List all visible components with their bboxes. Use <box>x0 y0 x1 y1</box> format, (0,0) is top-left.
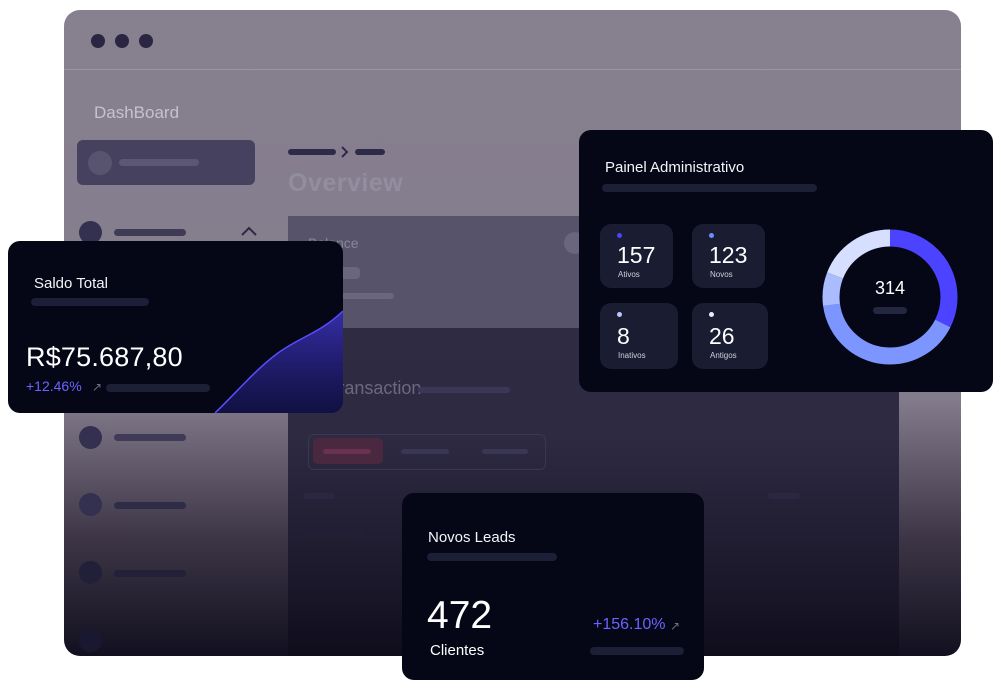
chevron-up-icon[interactable] <box>241 226 257 236</box>
tab-bar <box>308 434 546 470</box>
sidebar-item-icon[interactable] <box>79 426 102 449</box>
saldo-amount: R$75.687,80 <box>26 342 183 372</box>
window-dot-icon <box>115 34 129 48</box>
stat-value: 8 <box>617 323 630 349</box>
avatar <box>88 151 112 175</box>
sidebar-item-placeholder <box>114 434 186 441</box>
page-title: Overview <box>288 169 404 197</box>
sidebar-item-icon[interactable] <box>79 221 102 244</box>
window-dot-icon <box>139 34 153 48</box>
card-subtitle-placeholder <box>427 553 557 561</box>
saldo-total-card[interactable]: Saldo Total R$75.687,80 +12.46% ↗ <box>8 241 343 413</box>
window-dot-icon <box>91 34 105 48</box>
sidebar-item-placeholder <box>119 159 199 166</box>
stat-antigos[interactable]: 26 Antigos <box>692 303 768 369</box>
sidebar-item-icon[interactable] <box>79 493 102 516</box>
stat-value: 157 <box>617 242 656 268</box>
status-dot <box>709 312 714 317</box>
saldo-placeholder <box>106 384 210 392</box>
dashboard-title: DashBoard <box>94 103 180 122</box>
leads-unit: Clientes <box>430 642 485 659</box>
donut-total: 314 <box>874 278 906 298</box>
status-dot <box>617 233 622 238</box>
chevron-right-icon <box>341 146 349 158</box>
arrow-up-right-icon: ↗ <box>92 380 103 394</box>
leads-count: 472 <box>427 594 493 637</box>
leads-placeholder <box>590 647 684 655</box>
donut-segment <box>822 229 958 365</box>
table-row-placeholder <box>303 530 367 536</box>
arrow-up-right-icon: ↗ <box>670 619 681 633</box>
stat-value: 26 <box>709 323 735 349</box>
titlebar-divider <box>64 69 961 70</box>
donut-segment <box>822 229 958 365</box>
trend-area-chart <box>214 310 343 413</box>
stat-label: Antigos <box>710 351 737 360</box>
donut-ring <box>822 229 958 365</box>
card-title: Novos Leads <box>428 529 516 546</box>
sidebar-item-placeholder <box>114 502 186 509</box>
painel-administrativo-card[interactable]: Painel Administrativo 157 Ativos 123 Nov… <box>579 130 993 392</box>
transaction-heading: Transaction <box>328 378 422 398</box>
stat-novos[interactable]: 123 Novos <box>692 224 765 288</box>
sidebar-item-placeholder <box>114 570 186 577</box>
status-dot <box>617 312 622 317</box>
stat-label: Inativos <box>618 351 646 360</box>
stat-ativos[interactable]: 157 Ativos <box>600 224 673 288</box>
card-subtitle-placeholder <box>602 184 817 192</box>
transaction-placeholder <box>418 387 510 393</box>
stat-label: Ativos <box>618 270 640 279</box>
sidebar-item-placeholder <box>114 229 186 236</box>
donut-chart: 314 <box>815 222 965 372</box>
leads-change: +156.10% <box>593 616 666 633</box>
sidebar-item-icon[interactable] <box>79 561 102 584</box>
table-header-placeholder <box>303 493 335 499</box>
novos-leads-card[interactable]: Novos Leads 472 Clientes +156.10% ↗ <box>402 493 704 680</box>
stat-inativos[interactable]: 8 Inativos <box>600 303 678 369</box>
stat-value: 123 <box>709 242 748 268</box>
tab-placeholder[interactable] <box>482 449 528 454</box>
card-title: Saldo Total <box>34 275 108 292</box>
tab-placeholder[interactable] <box>401 449 449 454</box>
table-header-placeholder <box>768 493 800 499</box>
sidebar-item-icon[interactable] <box>79 629 102 652</box>
donut-placeholder <box>873 307 907 314</box>
stat-label: Novos <box>710 270 733 279</box>
donut-segment <box>822 229 958 365</box>
balance-placeholder <box>308 293 394 299</box>
saldo-change: +12.46% <box>26 378 82 394</box>
card-subtitle-placeholder <box>31 298 149 306</box>
tab-label-placeholder <box>323 449 371 454</box>
status-dot <box>709 233 714 238</box>
card-title: Painel Administrativo <box>605 159 745 176</box>
breadcrumb[interactable] <box>288 149 336 155</box>
breadcrumb[interactable] <box>355 149 385 155</box>
